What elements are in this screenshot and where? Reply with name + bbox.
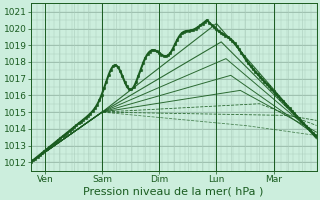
X-axis label: Pression niveau de la mer( hPa ): Pression niveau de la mer( hPa ) <box>84 187 264 197</box>
